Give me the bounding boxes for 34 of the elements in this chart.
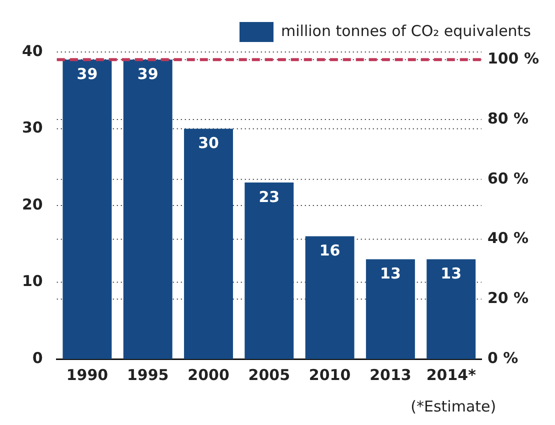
bar bbox=[244, 182, 294, 359]
data-label: 30 bbox=[198, 134, 219, 152]
bar bbox=[305, 236, 354, 359]
x-tick-label: 2000 bbox=[188, 366, 230, 384]
y2-tick-label: 40 % bbox=[487, 229, 529, 248]
x-tick-label: 1990 bbox=[66, 366, 108, 384]
y-tick-label: 20 bbox=[22, 195, 43, 214]
bar bbox=[62, 60, 112, 359]
y-tick-label: 10 bbox=[22, 272, 43, 290]
legend-label: million tonnes of CO₂ equivalents bbox=[281, 22, 532, 40]
bar bbox=[123, 60, 172, 359]
data-label: 39 bbox=[76, 65, 98, 84]
bar bbox=[366, 259, 415, 359]
y2-tick-label: 80 % bbox=[487, 109, 529, 128]
y2-tick-label: 0 % bbox=[487, 348, 518, 367]
y-tick-label: 40 bbox=[22, 42, 43, 60]
x-tick-label: 2010 bbox=[308, 366, 351, 384]
data-label: 13 bbox=[380, 264, 401, 283]
y2-tick-label: 20 % bbox=[487, 289, 529, 308]
y2-tick-label: 100 % bbox=[487, 50, 539, 68]
x-tick-label: 1995 bbox=[126, 366, 169, 384]
data-label: 23 bbox=[258, 188, 280, 206]
y-tick-label: 0 bbox=[32, 348, 43, 367]
y-tick-label: 30 bbox=[22, 118, 43, 137]
data-label: 39 bbox=[137, 65, 158, 84]
x-tick-label: 2013 bbox=[370, 366, 412, 384]
x-tick-label: 2005 bbox=[248, 366, 290, 384]
y2-tick-label: 60 % bbox=[487, 169, 529, 188]
data-label: 13 bbox=[440, 264, 462, 283]
text: (*Estimate) bbox=[410, 397, 496, 416]
data-label: 16 bbox=[319, 242, 340, 260]
bar bbox=[184, 128, 233, 359]
x-tick-label: 2014* bbox=[426, 366, 476, 384]
bar bbox=[426, 259, 476, 359]
